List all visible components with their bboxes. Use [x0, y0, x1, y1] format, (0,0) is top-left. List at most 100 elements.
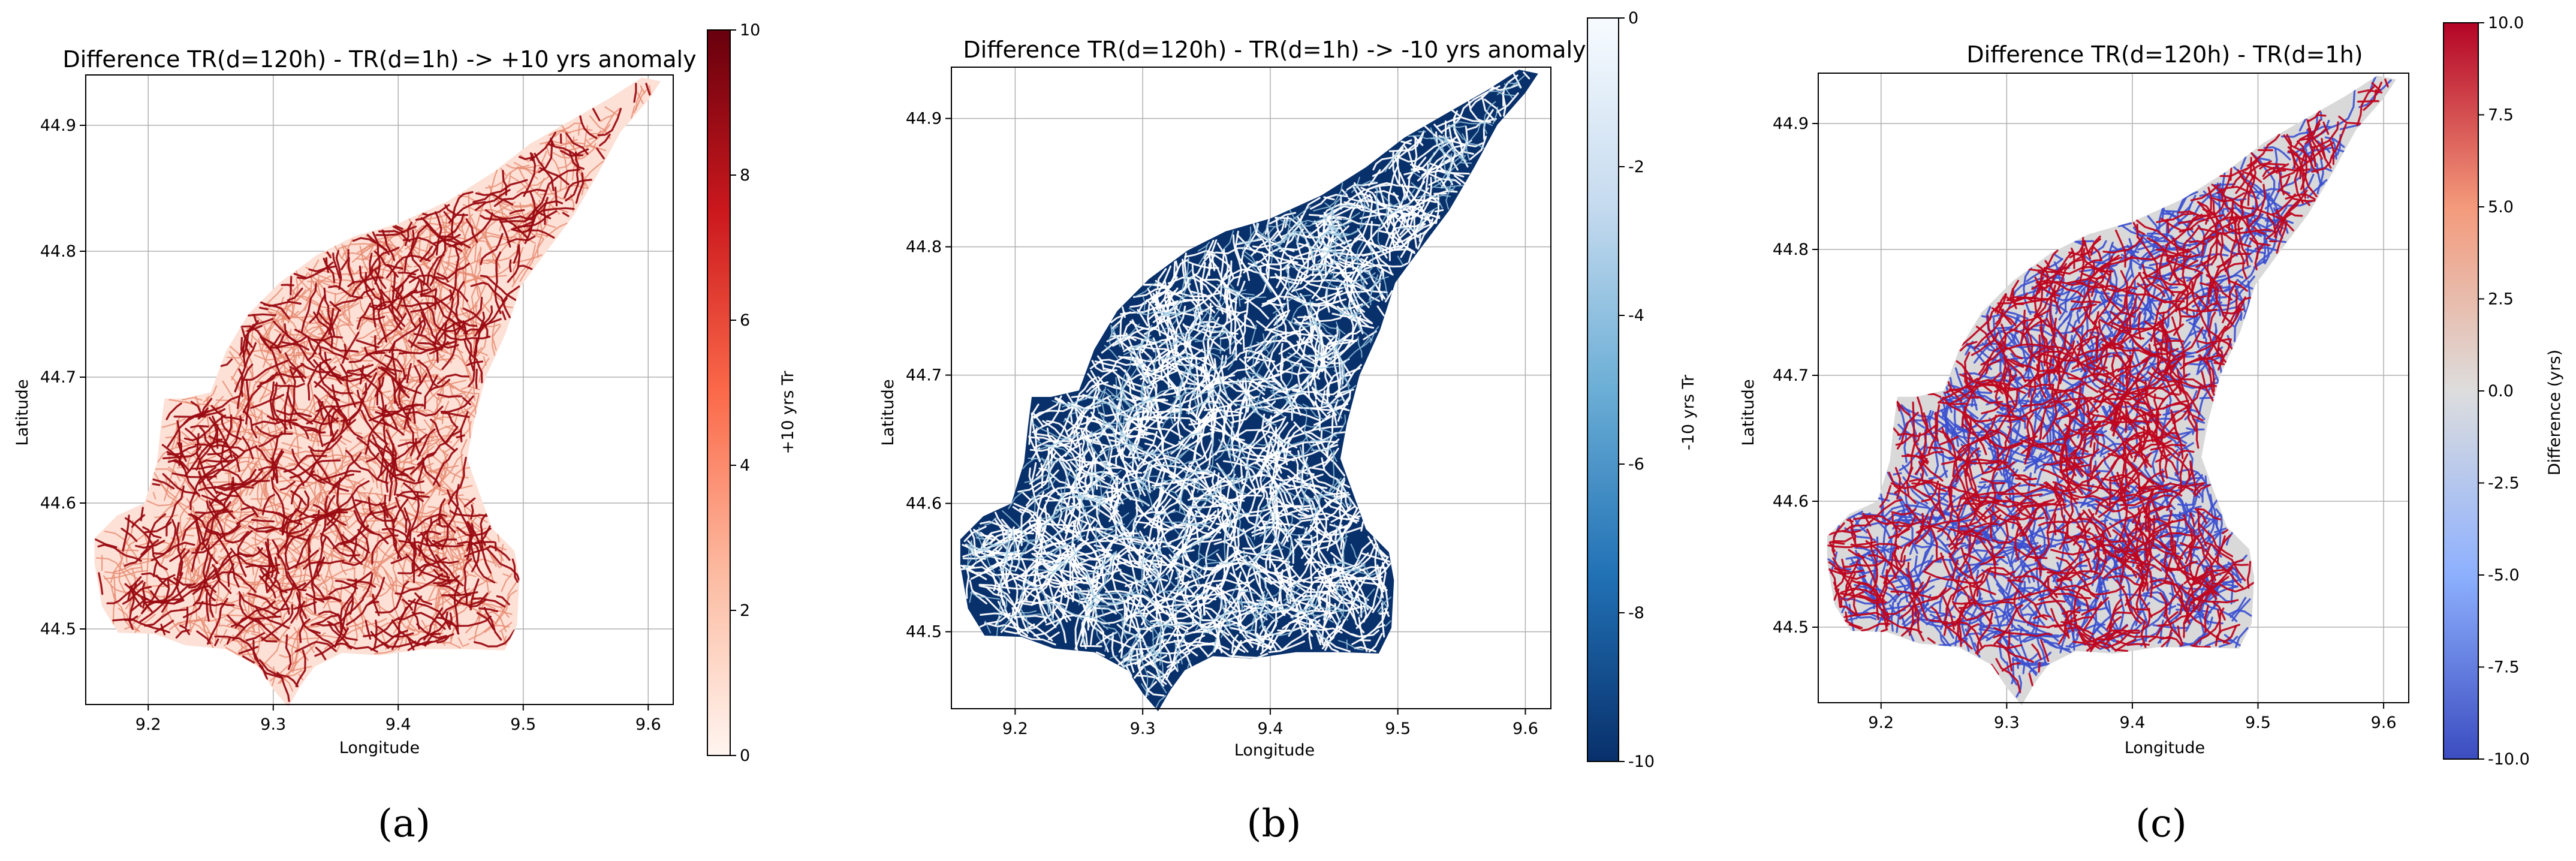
stream-segment [303, 559, 345, 570]
stream-segment [1849, 552, 1869, 566]
y-tick-label-a-3: 44.8 [40, 242, 76, 261]
stream-segment [1106, 523, 1125, 530]
stream-segment [1231, 474, 1255, 480]
stream-segment [441, 484, 460, 550]
colorbar-tick-label-b-0: 0 [1628, 9, 1638, 28]
stream-segment [238, 646, 259, 655]
stream-segment [1078, 590, 1110, 626]
stream-segment [2262, 169, 2286, 180]
stream-segment [2087, 261, 2096, 319]
stream-segment [1957, 414, 1997, 453]
stream-segment [333, 288, 375, 308]
stream-segment [1297, 450, 1316, 493]
stream-segment [2083, 308, 2099, 363]
stream-segment [263, 481, 295, 529]
stream-segment [1283, 317, 1316, 328]
stream-segment [1158, 536, 1180, 560]
stream-segment [1176, 564, 1200, 585]
stream-segment [192, 550, 217, 587]
stream-segment [1336, 564, 1366, 600]
stream-segment [1278, 341, 1311, 355]
stream-segment [2194, 514, 2222, 540]
stream-segment [408, 293, 441, 345]
stream-segment [1980, 600, 2000, 603]
stream-segment [1893, 427, 1900, 436]
stream-segment [1132, 325, 1152, 362]
stream-segment [554, 122, 582, 137]
stream-segment [273, 582, 295, 615]
stream-segment [382, 640, 417, 648]
stream-segment [1137, 413, 1144, 437]
stream-segment [1188, 357, 1207, 415]
stream-segment [2197, 201, 2213, 215]
stream-segment [436, 616, 460, 635]
stream-segment [1333, 213, 1392, 279]
stream-segment [1337, 640, 1364, 651]
stream-segment [1312, 588, 1331, 643]
stream-segment [158, 504, 176, 519]
stream-segment [306, 429, 326, 434]
stream-segment [1279, 526, 1310, 536]
stream-segment [429, 375, 438, 392]
stream-segment [1224, 607, 1258, 622]
stream-segment [2150, 430, 2191, 480]
stream-segment [2159, 450, 2165, 483]
stream-segment [1354, 237, 1388, 252]
stream-segment [2068, 372, 2112, 380]
stream-segment [2268, 237, 2287, 243]
stream-segment [422, 457, 441, 487]
stream-segment [1124, 460, 1146, 496]
stream-segment [391, 619, 433, 646]
stream-segment [969, 590, 973, 603]
stream-segment [326, 308, 357, 336]
stream-segment [2192, 535, 2226, 585]
stream-segment [394, 422, 412, 434]
stream-segment [2161, 374, 2188, 402]
stream-segment [1248, 570, 1293, 585]
stream-segment [1378, 609, 1385, 615]
stream-segment [2131, 338, 2141, 368]
stream-segment [1219, 297, 1249, 340]
stream-segment [2033, 266, 2048, 317]
stream-segment [2031, 643, 2042, 660]
stream-segment [439, 592, 444, 615]
stream-segment [1046, 556, 1069, 579]
stream-segment [231, 324, 254, 381]
stream-segment [1141, 683, 1150, 696]
stream-segment [381, 229, 396, 261]
stream-segment [2090, 235, 2101, 256]
stream-segment [457, 541, 480, 573]
stream-segment [1297, 275, 1344, 290]
stream-segment [502, 285, 520, 303]
stream-segment [1098, 402, 1142, 413]
stream-segment [1261, 584, 1303, 616]
stream-segment [1338, 204, 1357, 207]
stream-segment [1322, 565, 1334, 621]
stream-segment [1299, 446, 1309, 477]
stream-segment [215, 399, 261, 419]
stream-segment [441, 411, 470, 418]
stream-segment [1244, 640, 1273, 648]
stream-segment [424, 378, 451, 410]
stream-segment [1249, 344, 1261, 383]
stream-segment [245, 632, 266, 642]
stream-segment [1980, 344, 2029, 366]
stream-segment [1217, 292, 1222, 305]
stream-segment [2120, 270, 2132, 333]
stream-segment [1163, 275, 1193, 315]
stream-segment [585, 139, 607, 152]
stream-segment [1188, 306, 1201, 335]
stream-segment [1231, 314, 1246, 354]
stream-segment [2095, 574, 2101, 593]
stream-segment [1070, 492, 1107, 501]
stream-segment [2018, 580, 2026, 620]
stream-segment [1203, 562, 1238, 616]
stream-segment [317, 549, 333, 589]
stream-segment [1127, 543, 1150, 549]
stream-segment [2086, 465, 2096, 485]
stream-segment [519, 238, 544, 282]
stream-segment [1322, 589, 1352, 630]
stream-segment [1280, 234, 1295, 243]
stream-segment [385, 508, 421, 533]
stream-segment [1333, 233, 1339, 263]
